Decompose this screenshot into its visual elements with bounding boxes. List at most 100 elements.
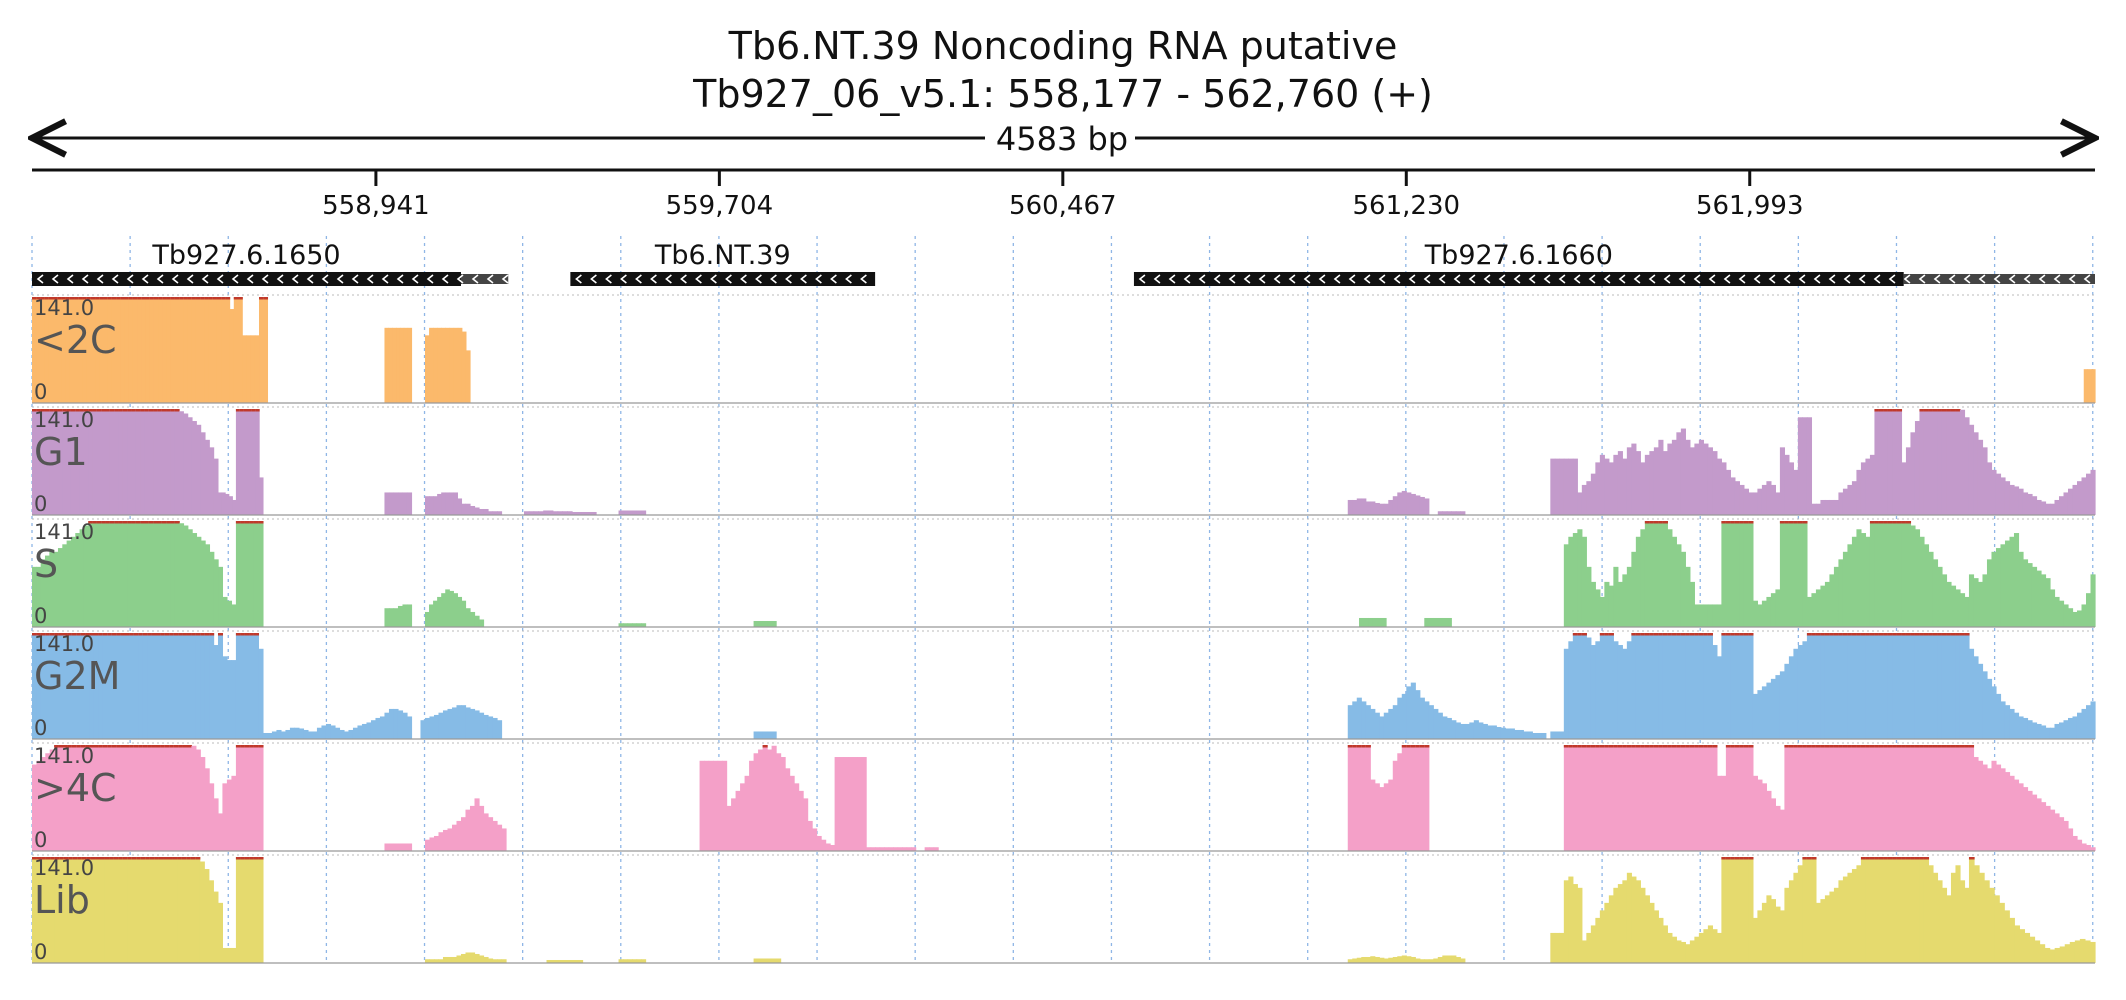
coverage-bar [348, 729, 354, 739]
coverage-bar [2079, 938, 2086, 963]
coverage-bar [195, 749, 201, 851]
coverage-bar [1451, 955, 1457, 963]
clip-marker [1865, 745, 1871, 748]
coverage-bar [40, 633, 46, 739]
coverage-bar [1572, 884, 1578, 963]
coverage-bar [767, 958, 773, 963]
coverage-bar [1905, 521, 1912, 627]
track-min-label: 0 [34, 492, 47, 516]
gene-feature[interactable]: Tb927.6.1660 [1133, 240, 2095, 286]
clip-marker [255, 409, 260, 412]
clip-marker [240, 745, 246, 748]
coverage-bar [384, 608, 390, 627]
clip-marker [140, 521, 146, 524]
clip-marker [1595, 745, 1601, 748]
coverage-bar [89, 745, 95, 851]
coverage-bar [255, 409, 260, 515]
coverage-bar [153, 521, 159, 627]
coverage-bar [101, 521, 107, 627]
clip-marker [114, 409, 120, 412]
axis-tick-label: 561,993 [1696, 191, 1804, 221]
clip-marker [182, 633, 188, 636]
clip-marker [1901, 745, 1907, 748]
clip-marker [1928, 409, 1934, 412]
coverage-bar [217, 492, 223, 515]
coverage-bar [424, 717, 431, 739]
clip-marker [1671, 633, 1677, 636]
coverage-bar [151, 633, 157, 739]
coverage-bar [1568, 745, 1574, 851]
clip-marker [200, 297, 205, 300]
clip-marker [81, 857, 88, 860]
coverage-bar [618, 510, 624, 515]
coverage-bar [1982, 764, 1988, 851]
clip-marker [105, 521, 111, 524]
coverage-bar [708, 760, 714, 851]
coverage-bar [429, 716, 435, 739]
clip-marker [1658, 521, 1664, 524]
coverage-bar [2014, 925, 2020, 963]
clip-marker [1887, 745, 1894, 748]
coverage-bar [209, 633, 215, 739]
gene-feature[interactable]: Tb6.NT.39 [570, 240, 876, 286]
clip-marker [1923, 409, 1930, 412]
coverage-bar [1415, 495, 1421, 515]
coverage-bar [2081, 843, 2087, 851]
coverage-bar [226, 947, 233, 963]
coverage-bar [54, 745, 60, 851]
coverage-bar [807, 820, 813, 851]
coverage-bar [1595, 462, 1601, 515]
coverage-bar [758, 749, 764, 851]
coverage-bar [1424, 745, 1430, 851]
coverage-bar [1347, 959, 1353, 963]
coverage-bar [1374, 956, 1380, 963]
coverage-bar [1577, 633, 1583, 739]
clip-marker [1685, 633, 1691, 636]
coverage-bar [1356, 697, 1362, 739]
coverage-bar [1770, 899, 1776, 963]
coverage-bar [95, 297, 100, 403]
coverage-bar [1359, 617, 1365, 627]
coverage-bar [843, 757, 849, 851]
clip-marker [1631, 745, 1637, 748]
coverage-bar [1572, 745, 1578, 851]
gene-feature[interactable]: Tb927.6.1650 [32, 240, 509, 286]
coverage-bar [465, 350, 471, 403]
axis-tick-label: 559,704 [666, 191, 774, 221]
coverage-bar [285, 729, 291, 739]
clip-marker [100, 857, 106, 860]
coverage-bar [857, 757, 863, 851]
strand-arrow [1813, 274, 1821, 284]
coverage-bar [191, 297, 197, 403]
clip-marker [1959, 745, 1966, 748]
clip-marker [1833, 633, 1840, 636]
coverage-bar [1365, 501, 1371, 515]
coverage-bar [116, 745, 122, 851]
coverage-bar [1712, 929, 1718, 963]
coverage-bar [562, 511, 568, 515]
strand-arrow [1303, 274, 1311, 284]
clip-marker [109, 409, 115, 412]
clip-marker [244, 633, 251, 636]
coverage-bar [1878, 633, 1885, 739]
coverage-bar [1599, 454, 1605, 515]
coverage-bar [1842, 488, 1849, 515]
clip-marker [101, 521, 107, 524]
coverage-bar [1406, 492, 1412, 515]
strand-arrow [1273, 274, 1281, 284]
coverage-bar [1743, 745, 1749, 851]
clip-marker [1797, 521, 1804, 524]
coverage-bar [196, 424, 202, 515]
coverage-bar [1410, 745, 1416, 851]
coverage-bar [1748, 492, 1754, 515]
coverage-bar [1365, 705, 1371, 739]
coverage-bar [445, 327, 451, 403]
clip-marker [1829, 745, 1835, 748]
clip-marker [259, 297, 264, 300]
clip-marker [1905, 633, 1912, 636]
coverage-bar [1716, 604, 1722, 627]
coverage-bar [533, 511, 540, 515]
coverage-bar [1613, 887, 1619, 963]
coverage-bar [2031, 566, 2038, 627]
gene-label: Tb6.NT.39 [654, 240, 791, 271]
